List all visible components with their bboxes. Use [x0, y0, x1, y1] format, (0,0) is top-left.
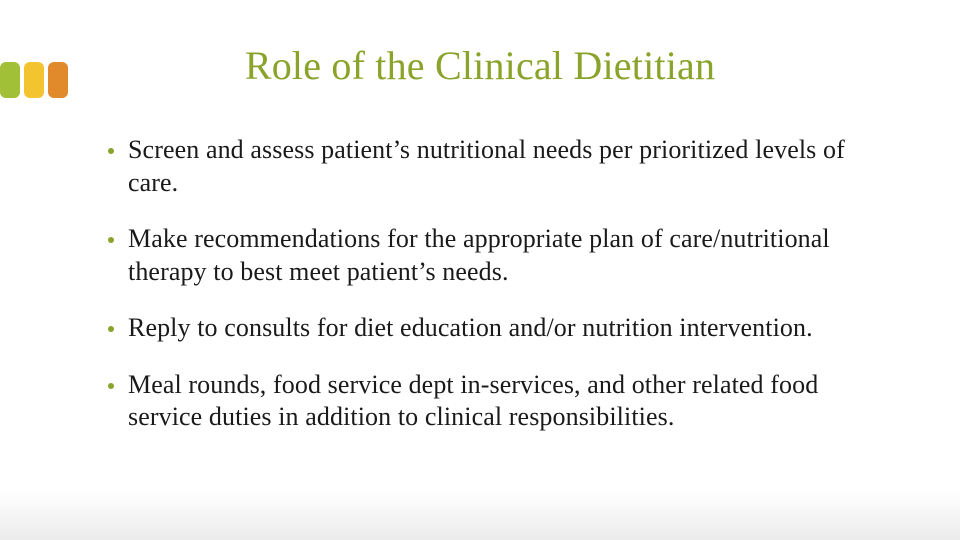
bullet-text: Reply to consults for diet education and…	[128, 312, 813, 345]
bullet-text: Make recommendations for the appropriate…	[128, 223, 878, 288]
bullet-text: Screen and assess patient’s nutritional …	[128, 134, 878, 199]
bullet-dot-icon	[108, 326, 114, 332]
bottom-gradient	[0, 490, 960, 540]
bullet-text: Meal rounds, food service dept in-servic…	[128, 369, 878, 434]
bullet-item: Meal rounds, food service dept in-servic…	[108, 369, 878, 434]
bullet-dot-icon	[108, 148, 114, 154]
bullet-dot-icon	[108, 383, 114, 389]
bullet-item: Reply to consults for diet education and…	[108, 312, 878, 345]
bullet-dot-icon	[108, 237, 114, 243]
bullet-item: Make recommendations for the appropriate…	[108, 223, 878, 288]
bullet-list: Screen and assess patient’s nutritional …	[108, 134, 878, 458]
slide-title: Role of the Clinical Dietitian	[0, 42, 960, 89]
bullet-item: Screen and assess patient’s nutritional …	[108, 134, 878, 199]
